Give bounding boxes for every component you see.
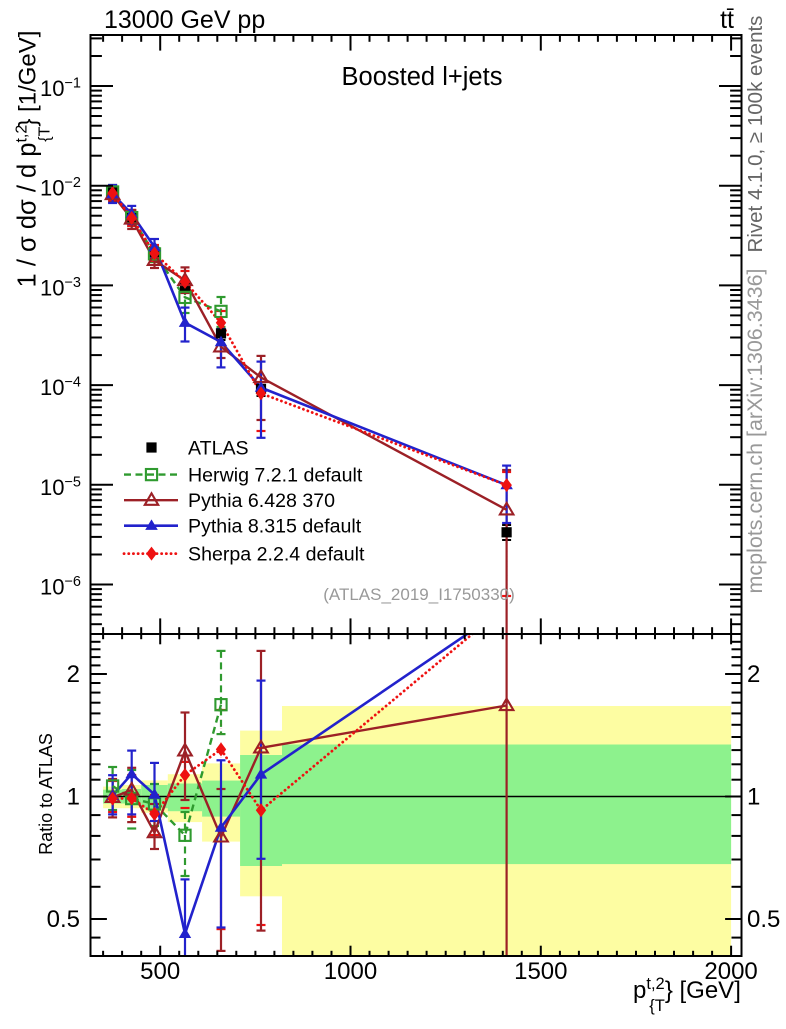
svg-text:Pythia 8.315 default: Pythia 8.315 default bbox=[188, 516, 362, 538]
svg-text:mcplots.cern.ch [arXiv:1306.34: mcplots.cern.ch [arXiv:1306.3436] bbox=[743, 268, 767, 593]
svg-text:1: 1 bbox=[67, 784, 80, 811]
svg-text:10−6: 10−6 bbox=[40, 574, 81, 600]
svg-text:Herwig 7.2.1 default: Herwig 7.2.1 default bbox=[188, 465, 363, 487]
svg-text:2: 2 bbox=[747, 661, 760, 688]
svg-text:13000 GeV pp: 13000 GeV pp bbox=[104, 6, 265, 34]
svg-text:Pythia 6.428 370: Pythia 6.428 370 bbox=[188, 490, 335, 512]
svg-text:Rivet 4.1.0, ≥ 100k events: Rivet 4.1.0, ≥ 100k events bbox=[744, 16, 767, 253]
svg-text:1: 1 bbox=[747, 784, 760, 811]
svg-text:10−1: 10−1 bbox=[40, 76, 81, 102]
svg-text:2000: 2000 bbox=[704, 958, 757, 985]
svg-text:Sherpa 2.2.4 default: Sherpa 2.2.4 default bbox=[188, 544, 365, 566]
svg-text:1500: 1500 bbox=[514, 958, 567, 985]
svg-text:2: 2 bbox=[67, 661, 80, 688]
svg-text:0.5: 0.5 bbox=[747, 906, 780, 933]
svg-text:1000: 1000 bbox=[324, 958, 377, 985]
svg-text:Ratio to ATLAS: Ratio to ATLAS bbox=[36, 733, 56, 855]
svg-text:ATLAS: ATLAS bbox=[188, 438, 249, 460]
svg-text:500: 500 bbox=[140, 958, 180, 985]
svg-text:0.5: 0.5 bbox=[47, 906, 80, 933]
svg-text:Boosted l+jets: Boosted l+jets bbox=[342, 63, 503, 91]
svg-text:tt̄: tt̄ bbox=[720, 6, 734, 34]
svg-text:(ATLAS_2019_I1750330): (ATLAS_2019_I1750330) bbox=[323, 585, 515, 604]
